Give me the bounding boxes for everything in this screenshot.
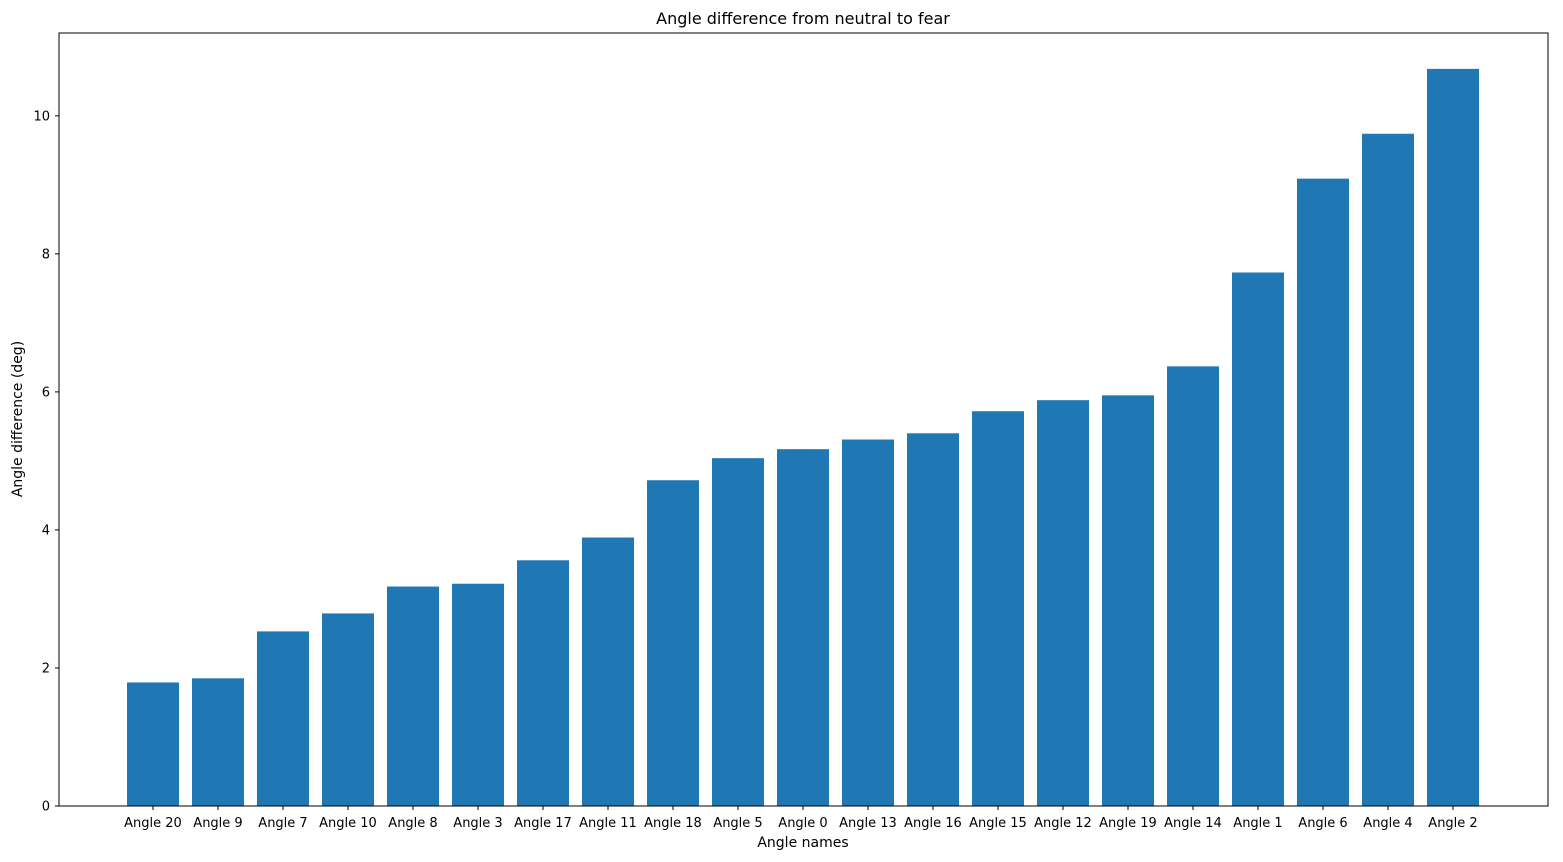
bar-angle-7 [257,631,309,806]
bar-angle-11 [582,537,634,806]
x-tick-label: Angle 4 [1363,816,1412,831]
bar-angle-18 [647,480,699,806]
bar-angle-4 [1362,133,1414,806]
y-tick-label: 6 [42,385,50,400]
bar-angle-6 [1297,178,1349,806]
x-tick-label: Angle 14 [1164,816,1222,831]
x-tick-label: Angle 12 [1034,816,1092,831]
bar-angle-17 [517,560,569,806]
y-tick-label: 0 [42,800,50,815]
y-tick-label: 4 [42,523,50,538]
x-tick-label: Angle 7 [258,816,307,831]
x-tick-label: Angle 2 [1428,816,1477,831]
bar-angle-10 [322,613,374,806]
x-tick-label: Angle 8 [388,816,437,831]
bar-angle-3 [452,583,504,806]
y-axis-label: Angle difference (deg) [10,341,26,497]
x-tick-label: Angle 0 [778,816,827,831]
y-tick-label: 10 [33,109,50,124]
y-tick-label: 2 [42,661,50,676]
bar-angle-16 [907,433,959,806]
bar-angle-8 [387,586,439,806]
bar-angle-0 [777,449,829,806]
x-ticks: Angle 20 Angle 9 Angle 7 Angle 10 Angle 8 Ang… [124,806,1478,831]
bar-angle-14 [1167,366,1219,806]
x-tick-label: Angle 5 [713,816,762,831]
y-tick-label: 8 [42,247,50,262]
x-tick-label: Angle 16 [904,816,962,831]
bar-angle-15 [972,411,1024,806]
bar-angle-19 [1102,395,1154,806]
x-tick-label: Angle 20 [124,816,182,831]
bar-angle-12 [1037,400,1089,806]
x-tick-label: Angle 10 [319,816,377,831]
bar-angle-5 [712,458,764,806]
bar-angle-1 [1232,272,1284,806]
x-tick-label: Angle 1 [1233,816,1282,831]
bar-angle-20 [127,682,179,806]
x-tick-label: Angle 17 [514,816,572,831]
bars-layer [127,68,1479,806]
y-ticks: 0 2 4 6 8 10 [33,109,59,815]
x-axis-label: Angle names [757,835,848,851]
bar-angle-2 [1427,68,1479,806]
plot-frame [58,32,1549,807]
x-tick-label: Angle 19 [1099,816,1157,831]
x-tick-label: Angle 15 [969,816,1027,831]
chart-title: Angle difference from neutral to fear [656,9,950,28]
x-tick-label: Angle 11 [579,816,637,831]
x-tick-label: Angle 6 [1298,816,1347,831]
x-tick-label: Angle 13 [839,816,897,831]
x-tick-label: Angle 9 [193,816,242,831]
x-tick-label: Angle 18 [644,816,702,831]
bar-angle-9 [192,678,244,806]
bar-angle-13 [842,439,894,806]
x-tick-label: Angle 3 [453,816,502,831]
